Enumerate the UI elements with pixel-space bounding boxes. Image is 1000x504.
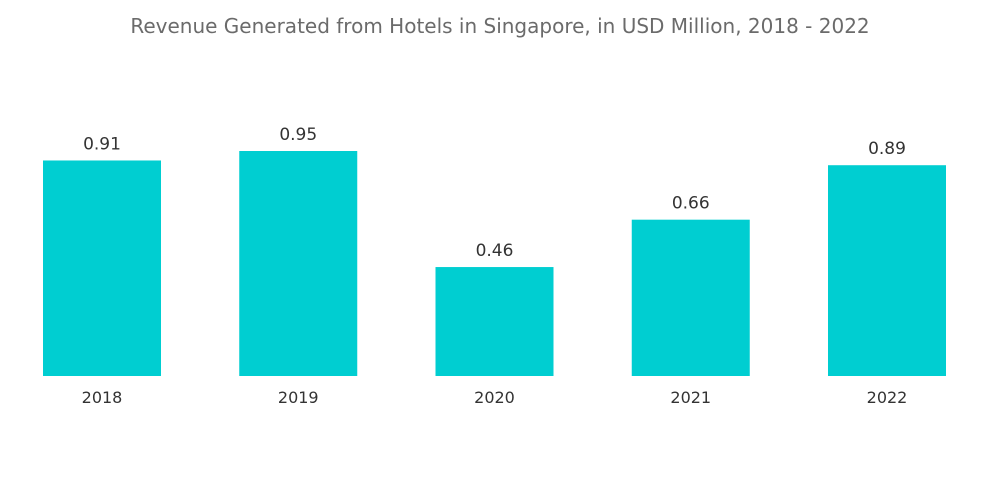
value-labels-group: 0.91 0.95 0.46 0.66 0.89 bbox=[83, 125, 906, 261]
bar-2020 bbox=[435, 267, 554, 376]
value-label-2019: 0.95 bbox=[279, 125, 317, 145]
bars-group bbox=[43, 151, 946, 376]
value-label-2022: 0.89 bbox=[868, 139, 906, 159]
x-tick-label-2022: 2022 bbox=[867, 388, 908, 407]
bar-2018 bbox=[43, 160, 161, 376]
chart-title: Revenue Generated from Hotels in Singapo… bbox=[130, 14, 870, 38]
value-label-2020: 0.46 bbox=[476, 241, 514, 261]
x-tick-label-2018: 2018 bbox=[82, 388, 123, 407]
bar-2022 bbox=[828, 165, 946, 376]
x-tick-label-2019: 2019 bbox=[278, 388, 319, 407]
bar-2021 bbox=[631, 219, 750, 376]
x-tick-label-2020: 2020 bbox=[474, 388, 515, 407]
value-label-2021: 0.66 bbox=[672, 194, 710, 214]
x-tick-labels-group: 2018 2019 2020 2021 2022 bbox=[82, 388, 908, 407]
x-tick-label-2021: 2021 bbox=[670, 388, 711, 407]
bar-2019 bbox=[239, 151, 358, 376]
value-label-2018: 0.91 bbox=[83, 134, 121, 154]
